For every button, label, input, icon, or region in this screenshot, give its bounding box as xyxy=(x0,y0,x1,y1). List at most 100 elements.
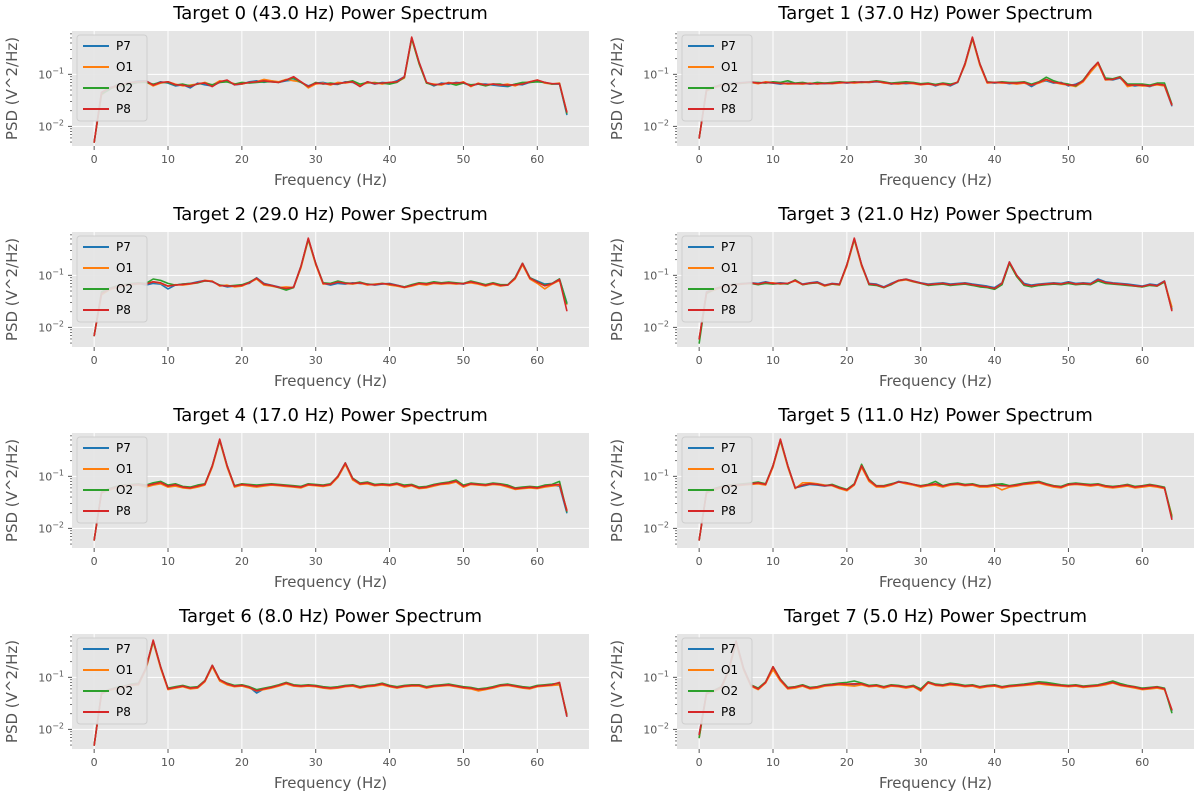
legend-label: P7 xyxy=(721,642,736,656)
x-axis-label: Frequency (Hz) xyxy=(879,372,992,390)
x-tick-label: 0 xyxy=(91,555,98,568)
legend-label: P7 xyxy=(721,240,736,254)
x-tick-label: 10 xyxy=(766,153,780,166)
x-tick-label: 60 xyxy=(530,555,544,568)
x-tick-label: 60 xyxy=(530,354,544,367)
chart-title: Target 2 (29.0 Hz) Power Spectrum xyxy=(172,204,488,225)
x-tick-label: 30 xyxy=(914,153,928,166)
x-tick-label: 60 xyxy=(1135,153,1149,166)
legend-label: P7 xyxy=(116,441,131,455)
y-axis-label: PSD (V^2/Hz) xyxy=(3,439,21,542)
legend: P7 O1 O2 P8 xyxy=(76,34,148,122)
subplot-7: 0 10 20 30 40 50 60 10−2 10−1 Target 7 (5.0 Hz) P… xyxy=(608,606,1194,792)
series-line-p8 xyxy=(698,438,1173,541)
subplot-2: 0 10 20 30 40 50 60 10−2 10−1 Target 2 (29.0 Hz) … xyxy=(3,204,589,390)
series-line-p8 xyxy=(698,640,1173,736)
chart-title: Target 1 (37.0 Hz) Power Spectrum xyxy=(777,3,1093,24)
y-axis-label: PSD (V^2/Hz) xyxy=(3,238,21,341)
x-tick-label: 60 xyxy=(530,153,544,166)
y-axis-label: PSD (V^2/Hz) xyxy=(608,238,626,341)
x-tick-label: 50 xyxy=(456,555,470,568)
y-tick-label: 10−2 xyxy=(38,118,64,133)
y-tick-label: 10−2 xyxy=(38,319,64,334)
chart-title: Target 4 (17.0 Hz) Power Spectrum xyxy=(172,405,488,426)
legend-box xyxy=(681,235,753,323)
x-tick-label: 20 xyxy=(235,153,249,166)
legend: P7 O1 O2 P8 xyxy=(681,34,753,122)
legend-label: O2 xyxy=(116,282,133,296)
y-tick-label: 10−2 xyxy=(643,520,669,535)
x-axis-label: Frequency (Hz) xyxy=(274,372,387,390)
x-tick-label: 30 xyxy=(309,555,323,568)
x-tick-label: 20 xyxy=(235,555,249,568)
x-tick-label: 60 xyxy=(1135,555,1149,568)
y-tick-label: 10−2 xyxy=(38,721,64,736)
y-tick-label: 10−2 xyxy=(643,118,669,133)
legend-label: P8 xyxy=(721,504,736,518)
legend-box xyxy=(681,34,753,122)
plot-area xyxy=(677,232,1194,347)
x-axis-label: Frequency (Hz) xyxy=(879,774,992,792)
x-tick-label: 30 xyxy=(914,354,928,367)
x-tick-label: 40 xyxy=(383,555,397,568)
series-line-p8 xyxy=(698,237,1173,340)
legend-label: O1 xyxy=(116,261,133,275)
legend-label: O2 xyxy=(721,81,738,95)
legend-label: O1 xyxy=(721,663,738,677)
legend-box xyxy=(76,235,148,323)
x-axis-label: Frequency (Hz) xyxy=(274,774,387,792)
x-tick-label: 30 xyxy=(309,354,323,367)
x-tick-label: 10 xyxy=(766,354,780,367)
x-tick-label: 30 xyxy=(914,756,928,769)
plot-area xyxy=(72,433,589,548)
legend-label: O1 xyxy=(721,261,738,275)
x-axis-label: Frequency (Hz) xyxy=(879,573,992,591)
legend: P7 O1 O2 P8 xyxy=(76,637,148,725)
x-tick-label: 20 xyxy=(235,354,249,367)
y-tick-label: 10−1 xyxy=(38,267,64,282)
x-tick-label: 0 xyxy=(91,153,98,166)
chart-title: Target 3 (21.0 Hz) Power Spectrum xyxy=(777,204,1093,225)
x-tick-label: 50 xyxy=(1061,756,1075,769)
y-axis-label: PSD (V^2/Hz) xyxy=(3,640,21,743)
x-tick-label: 60 xyxy=(530,756,544,769)
legend-box xyxy=(76,436,148,524)
plot-area xyxy=(677,31,1194,146)
x-tick-label: 20 xyxy=(840,153,854,166)
y-tick-label: 10−1 xyxy=(643,267,669,282)
legend: P7 O1 O2 P8 xyxy=(681,235,753,323)
legend-box xyxy=(76,34,148,122)
legend-label: O1 xyxy=(116,663,133,677)
legend-label: P7 xyxy=(116,240,131,254)
series-line-p8 xyxy=(93,36,568,143)
x-tick-label: 40 xyxy=(383,153,397,166)
x-tick-label: 20 xyxy=(840,555,854,568)
x-tick-label: 0 xyxy=(696,555,703,568)
x-tick-label: 40 xyxy=(988,153,1002,166)
plot-area xyxy=(677,634,1194,749)
x-tick-label: 0 xyxy=(696,153,703,166)
y-axis-label: PSD (V^2/Hz) xyxy=(608,37,626,140)
chart-title: Target 6 (8.0 Hz) Power Spectrum xyxy=(178,606,482,627)
plot-area xyxy=(677,433,1194,548)
legend-label: O2 xyxy=(116,684,133,698)
legend-label: P7 xyxy=(116,39,131,53)
legend: P7 O1 O2 P8 xyxy=(681,637,753,725)
legend-label: P8 xyxy=(116,504,131,518)
chart-title: Target 5 (11.0 Hz) Power Spectrum xyxy=(777,405,1093,426)
legend: P7 O1 O2 P8 xyxy=(681,436,753,524)
legend-box xyxy=(681,637,753,725)
subplot-0: 0 10 20 30 40 50 60 10−2 10−1 Target 0 (43.0 Hz) … xyxy=(3,3,589,189)
y-tick-label: 10−2 xyxy=(643,319,669,334)
subplot-3: 0 10 20 30 40 50 60 10−2 10−1 Target 3 (21.0 Hz) … xyxy=(608,204,1194,390)
legend-label: O2 xyxy=(116,483,133,497)
x-tick-label: 50 xyxy=(1061,354,1075,367)
y-tick-label: 10−1 xyxy=(38,66,64,81)
x-tick-label: 30 xyxy=(309,153,323,166)
y-tick-label: 10−1 xyxy=(643,468,669,483)
legend-label: P8 xyxy=(116,102,131,116)
x-tick-label: 10 xyxy=(766,756,780,769)
plot-area xyxy=(72,232,589,347)
x-tick-label: 40 xyxy=(988,756,1002,769)
x-tick-label: 20 xyxy=(840,756,854,769)
